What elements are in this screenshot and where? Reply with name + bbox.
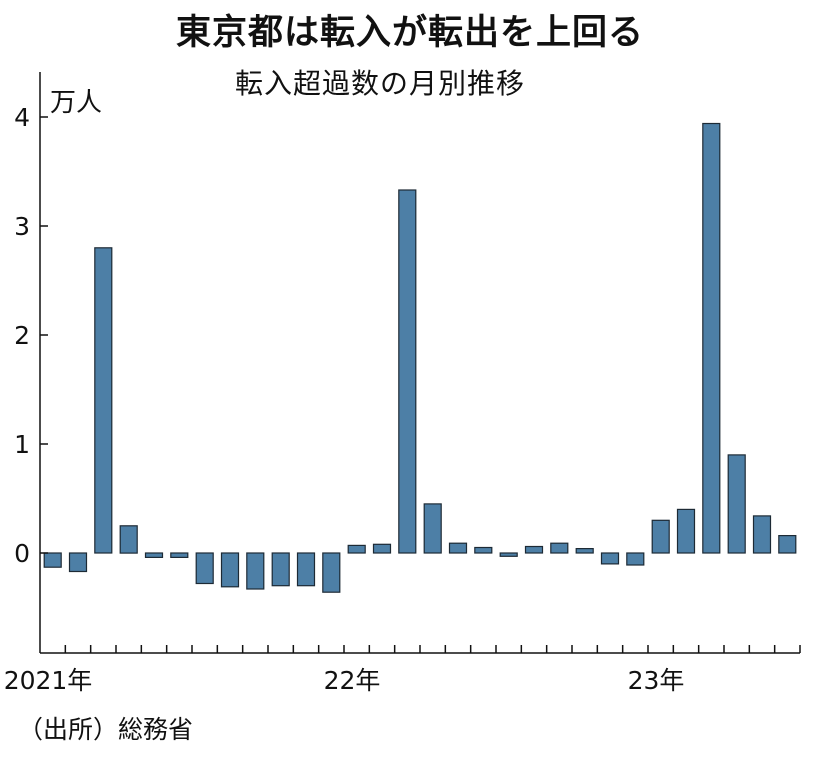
bar-2022-05 — [448, 542, 468, 554]
bar-2021-12 — [322, 552, 341, 593]
bar-2022-11 — [600, 552, 620, 565]
bar-2022-08 — [524, 545, 544, 554]
axes-group: 0 1 2 3 4 2021年 22年 23年 — [4, 72, 801, 695]
bar-2023-01 — [651, 519, 670, 554]
bar-2022-07 — [499, 552, 518, 557]
y-tick-label-2: 2 — [14, 321, 30, 350]
y-tick-label-4: 4 — [14, 103, 30, 132]
bar-2023-05 — [752, 515, 772, 554]
bar-2021-05 — [144, 552, 164, 559]
bar-2021-10 — [271, 552, 290, 587]
bar-2023-03 — [702, 122, 721, 554]
x-tick-label-2021-01: 2021年 — [4, 666, 93, 695]
chart-title: 東京都は転入が転出を上回る — [175, 13, 644, 53]
y-tick-label-0: 0 — [14, 539, 30, 568]
bar-2021-06 — [170, 552, 189, 559]
x-tick-label-2023-01: 23年 — [628, 666, 685, 695]
chart-subtitle: 転入超過数の月別推移 — [235, 67, 526, 100]
bar-2022-12 — [626, 552, 645, 566]
bar-2021-11 — [296, 552, 316, 587]
bar-chart: 0 1 2 3 4 2021年 22年 23年 — [4, 72, 801, 695]
bar-2023-06 — [778, 534, 797, 554]
bar-2022-03 — [398, 189, 417, 554]
bar-2021-09 — [246, 552, 265, 590]
bar-2022-04 — [423, 503, 442, 554]
bar-2021-04 — [119, 525, 138, 554]
bar-2023-02 — [676, 508, 696, 554]
bar-2022-09 — [550, 542, 569, 554]
bar-2021-07 — [195, 552, 214, 585]
bar-2021-08 — [220, 552, 240, 588]
bar-2021-03 — [94, 247, 113, 554]
bar-2021-02 — [68, 552, 88, 573]
y-tick-label-3: 3 — [14, 212, 30, 241]
bars-group — [43, 122, 797, 593]
y-tick-label-1: 1 — [14, 430, 30, 459]
bar-2022-06 — [474, 546, 493, 554]
x-tick-label-2022-01: 22年 — [324, 666, 381, 695]
bar-2022-01 — [347, 544, 366, 554]
bar-2023-04 — [727, 454, 746, 554]
y-axis-unit-label: 万人 — [50, 88, 103, 118]
bar-2022-10 — [575, 547, 594, 554]
bar-2021-01 — [43, 552, 62, 568]
bar-2022-02 — [372, 543, 392, 554]
source-note: （出所）総務省 — [18, 715, 194, 744]
